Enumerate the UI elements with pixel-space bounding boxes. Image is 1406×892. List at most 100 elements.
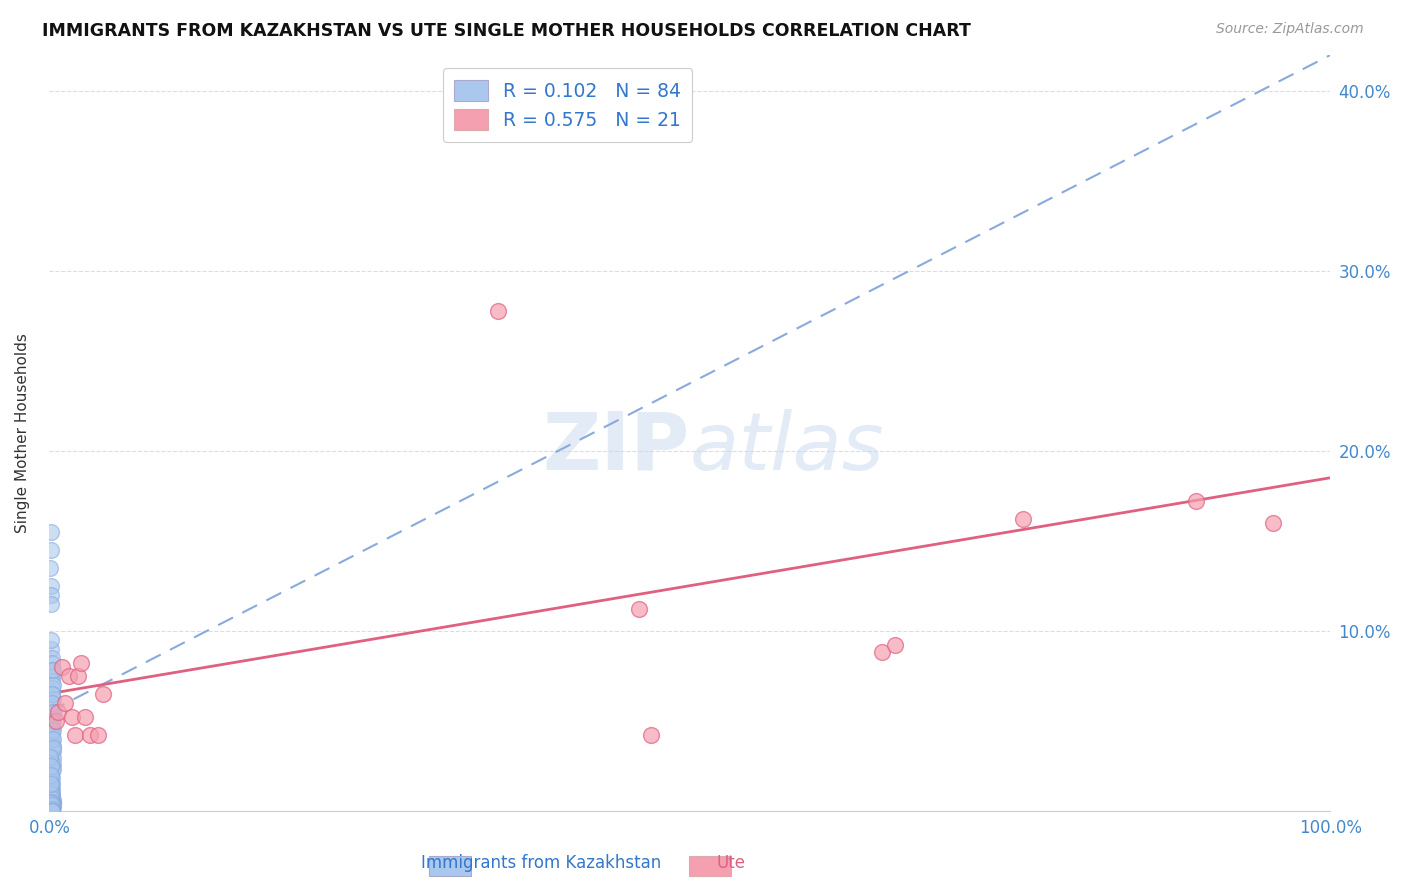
- Point: [70, 656, 93, 670]
- Point: [41, 804, 63, 818]
- FancyBboxPatch shape: [429, 856, 471, 876]
- Point: [42, 762, 65, 776]
- Point: [41, 739, 63, 753]
- Point: [39, 804, 62, 818]
- Point: [42, 731, 65, 746]
- Point: [42, 723, 65, 737]
- Point: [870, 645, 893, 659]
- Point: [63, 728, 86, 742]
- Point: [41, 721, 63, 735]
- Point: [1261, 516, 1284, 530]
- Point: [39, 767, 62, 781]
- Point: [41, 785, 63, 799]
- Point: [41, 797, 63, 811]
- Point: [39, 728, 62, 742]
- Point: [39, 542, 62, 557]
- Point: [41, 764, 63, 778]
- Text: ZIP: ZIP: [543, 409, 690, 487]
- Point: [39, 776, 62, 790]
- Point: [41, 776, 63, 790]
- Point: [41, 715, 63, 730]
- Point: [39, 802, 62, 816]
- FancyBboxPatch shape: [689, 856, 731, 876]
- Point: [41, 758, 63, 772]
- Point: [41, 663, 63, 677]
- Point: [39, 579, 62, 593]
- Point: [79, 728, 101, 742]
- Point: [41, 804, 63, 818]
- Point: [41, 804, 63, 818]
- Point: [39, 749, 62, 764]
- Point: [41, 802, 63, 816]
- Text: atlas: atlas: [690, 409, 884, 487]
- Point: [486, 303, 509, 318]
- Point: [41, 804, 63, 818]
- Point: [1184, 494, 1206, 508]
- Y-axis label: Single Mother Households: Single Mother Households: [15, 333, 30, 533]
- Point: [1011, 512, 1033, 526]
- Point: [39, 524, 62, 539]
- Point: [41, 733, 63, 747]
- Point: [39, 769, 62, 783]
- Point: [42, 692, 65, 706]
- Point: [62, 710, 84, 724]
- Point: [41, 804, 63, 818]
- Text: Immigrants from Kazakhstan: Immigrants from Kazakhstan: [422, 855, 661, 872]
- Point: [41, 744, 63, 758]
- Point: [41, 632, 63, 647]
- Point: [41, 708, 63, 723]
- Point: [41, 714, 63, 728]
- Point: [66, 668, 89, 682]
- Point: [41, 789, 63, 804]
- Point: [42, 798, 65, 813]
- Point: [41, 804, 63, 818]
- Point: [39, 774, 62, 789]
- Point: [41, 781, 63, 796]
- Text: IMMIGRANTS FROM KAZAKHSTAN VS UTE SINGLE MOTHER HOUSEHOLDS CORRELATION CHART: IMMIGRANTS FROM KAZAKHSTAN VS UTE SINGLE…: [42, 22, 972, 40]
- Point: [87, 728, 110, 742]
- Point: [41, 687, 63, 701]
- Point: [58, 668, 80, 682]
- Point: [41, 726, 63, 740]
- Point: [41, 746, 63, 760]
- Point: [41, 705, 63, 719]
- Point: [39, 780, 62, 794]
- Point: [883, 638, 905, 652]
- Point: [41, 795, 63, 809]
- Point: [41, 771, 63, 785]
- Text: Source: ZipAtlas.com: Source: ZipAtlas.com: [1216, 22, 1364, 37]
- Point: [39, 588, 62, 602]
- Point: [39, 597, 62, 611]
- Point: [39, 740, 62, 755]
- Point: [45, 714, 67, 728]
- Point: [41, 673, 63, 688]
- Point: [53, 696, 76, 710]
- Point: [41, 641, 63, 656]
- Point: [42, 797, 65, 811]
- Point: [41, 804, 63, 818]
- Point: [41, 795, 63, 809]
- Point: [41, 663, 63, 677]
- Point: [41, 656, 63, 670]
- Point: [41, 696, 63, 710]
- Point: [48, 705, 70, 719]
- Point: [42, 705, 65, 719]
- Point: [39, 783, 62, 797]
- Point: [39, 804, 62, 818]
- Point: [42, 740, 65, 755]
- Point: [42, 699, 65, 714]
- Point: [39, 804, 62, 818]
- Point: [39, 804, 62, 818]
- Point: [41, 678, 63, 692]
- Legend: R = 0.102   N = 84, R = 0.575   N = 21: R = 0.102 N = 84, R = 0.575 N = 21: [443, 69, 692, 142]
- Point: [42, 756, 65, 771]
- Point: [627, 602, 650, 616]
- Point: [39, 804, 62, 818]
- Point: [41, 650, 63, 665]
- Point: [41, 687, 63, 701]
- Point: [41, 668, 63, 682]
- Point: [41, 798, 63, 813]
- Point: [39, 788, 62, 802]
- Point: [39, 791, 62, 805]
- Point: [39, 758, 62, 772]
